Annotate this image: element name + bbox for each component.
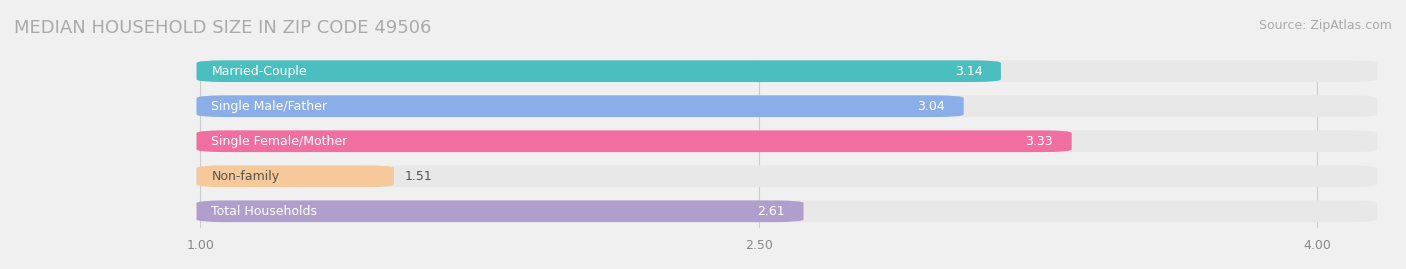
Text: Single Male/Father: Single Male/Father	[211, 100, 328, 113]
Text: 3.33: 3.33	[1025, 135, 1053, 148]
FancyBboxPatch shape	[197, 165, 394, 187]
Text: MEDIAN HOUSEHOLD SIZE IN ZIP CODE 49506: MEDIAN HOUSEHOLD SIZE IN ZIP CODE 49506	[14, 19, 432, 37]
FancyBboxPatch shape	[197, 130, 1376, 152]
Text: 3.04: 3.04	[917, 100, 945, 113]
FancyBboxPatch shape	[197, 200, 804, 222]
FancyBboxPatch shape	[197, 60, 1376, 82]
Text: Non-family: Non-family	[211, 170, 280, 183]
Text: Source: ZipAtlas.com: Source: ZipAtlas.com	[1258, 19, 1392, 32]
FancyBboxPatch shape	[197, 95, 963, 117]
Text: Single Female/Mother: Single Female/Mother	[211, 135, 347, 148]
FancyBboxPatch shape	[197, 165, 1376, 187]
Text: Married-Couple: Married-Couple	[211, 65, 307, 78]
FancyBboxPatch shape	[197, 60, 1001, 82]
Text: 1.51: 1.51	[405, 170, 433, 183]
Text: 2.61: 2.61	[758, 205, 785, 218]
Text: 3.14: 3.14	[955, 65, 983, 78]
FancyBboxPatch shape	[197, 200, 1376, 222]
Text: Total Households: Total Households	[211, 205, 318, 218]
FancyBboxPatch shape	[197, 130, 1071, 152]
FancyBboxPatch shape	[197, 95, 1376, 117]
